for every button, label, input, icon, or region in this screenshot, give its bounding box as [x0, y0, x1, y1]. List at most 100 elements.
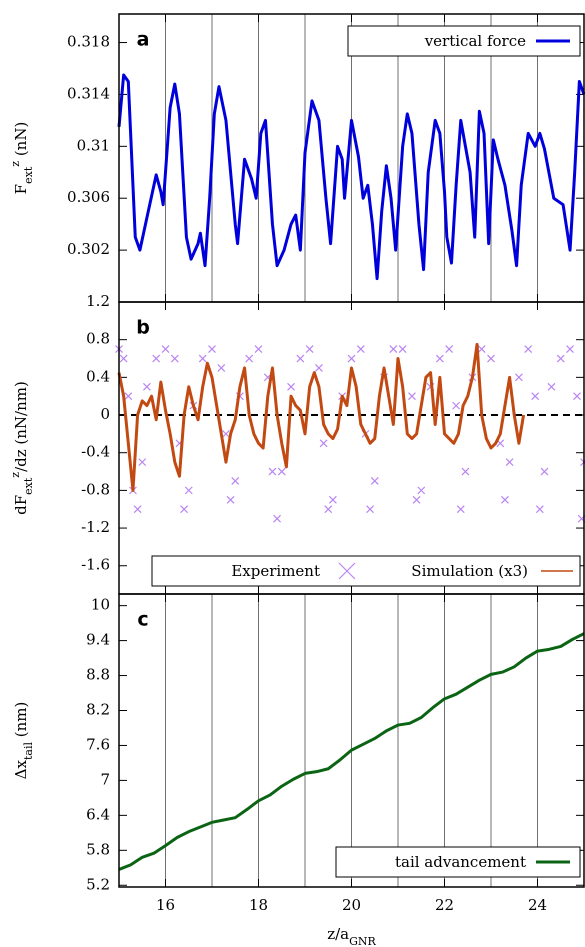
experiment-marker — [477, 345, 486, 354]
experiment-marker — [315, 364, 323, 372]
panel-label: a — [137, 29, 150, 51]
experiment-marker — [138, 458, 147, 467]
experiment-marker — [456, 505, 465, 514]
y-tick-label: 5.8 — [86, 840, 110, 858]
legend-label: Simulation (x3) — [411, 562, 528, 580]
y-tick-label: -0.8 — [81, 480, 110, 498]
experiment-marker — [226, 495, 235, 504]
experiment-marker — [170, 354, 179, 363]
experiment-marker — [324, 505, 333, 514]
experiment-marker — [566, 345, 574, 354]
experiment-marker — [231, 477, 240, 485]
experiment-marker — [452, 401, 461, 410]
experiment-marker — [217, 364, 226, 372]
experiment-marker — [573, 392, 581, 401]
y-tick-label: 10 — [91, 596, 110, 614]
y-axis-label-part: tail — [22, 742, 35, 760]
y-tick-label: 0.8 — [86, 330, 110, 348]
experiment-marker — [142, 382, 151, 391]
y-axis-label: Fextz (nN) — [9, 122, 35, 195]
experiment-marker — [417, 486, 426, 495]
y-tick-label: 0.302 — [67, 240, 110, 258]
legend-label: tail advancement — [395, 853, 526, 871]
experiment-marker — [461, 467, 470, 476]
x-axis-label-part: z/a — [327, 925, 349, 943]
y-axis-label: Δxtail (nm) — [12, 702, 35, 780]
series-line — [118, 632, 585, 871]
experiment-marker — [184, 486, 193, 495]
y-axis-label-part: ext — [22, 477, 35, 495]
y-tick-label: 7.6 — [86, 735, 110, 753]
experiment-marker — [208, 345, 216, 354]
y-axis-label-part: Δx — [12, 760, 30, 780]
experiment-marker — [319, 439, 328, 448]
y-axis-label-part: (nm) — [12, 702, 30, 742]
y-tick-label: 0.318 — [67, 33, 110, 51]
y-axis-label: dFextz/dz (nN/nm) — [9, 381, 35, 515]
y-axis-label-part: ext — [22, 166, 35, 184]
experiment-marker — [296, 354, 305, 363]
y-axis-label-part: z — [9, 161, 22, 167]
experiment-marker — [222, 429, 230, 438]
experiment-marker — [152, 354, 161, 363]
y-tick-label: 0.4 — [86, 367, 110, 385]
experiment-marker — [254, 345, 263, 354]
experiment-marker — [547, 382, 556, 391]
y-tick-label: 0.306 — [67, 188, 110, 206]
x-tick-label: 24 — [528, 896, 547, 914]
y-tick-label: 8.2 — [86, 701, 110, 719]
experiment-marker — [119, 354, 128, 363]
legend-swatch — [338, 562, 356, 580]
y-tick-label: -1.6 — [81, 556, 110, 574]
experiment-marker — [514, 373, 523, 382]
plot-frame — [118, 593, 585, 888]
y-tick-label: 9.4 — [86, 631, 110, 649]
experiment-marker — [435, 354, 444, 363]
x-tick-label: 16 — [156, 896, 175, 914]
experiment-marker — [287, 382, 295, 391]
legend-label: Experiment — [231, 562, 320, 580]
experiment-marker — [124, 392, 133, 401]
experiment-marker — [356, 345, 365, 354]
experiment-marker — [133, 505, 142, 514]
experiment-marker — [398, 345, 407, 354]
experiment-marker — [531, 392, 540, 401]
experiment-marker — [501, 495, 509, 504]
experiment-marker — [524, 345, 533, 354]
x-axis-label: z/aGNR — [327, 925, 376, 947]
experiment-marker — [505, 458, 514, 467]
y-axis-label-part: dF — [12, 495, 30, 515]
experiment-marker — [277, 467, 286, 476]
experiment-marker — [366, 505, 375, 514]
y-axis-label-part: /dz (nN/nm) — [12, 381, 30, 472]
panel-label: b — [136, 317, 150, 339]
experiment-marker — [180, 505, 189, 514]
experiment-marker — [412, 495, 421, 504]
x-tick-label: 22 — [435, 896, 454, 914]
legend-label: vertical force — [424, 32, 526, 50]
experiment-marker — [305, 345, 314, 354]
experiment-marker — [198, 354, 207, 363]
experiment-marker — [268, 467, 277, 476]
experiment-marker — [347, 354, 356, 363]
x-tick-label: 18 — [249, 896, 268, 914]
series-line — [117, 73, 585, 281]
y-tick-label: -0.4 — [81, 443, 110, 461]
y-tick-label: 7 — [100, 770, 110, 788]
series-line — [117, 342, 526, 492]
experiment-marker — [487, 354, 495, 363]
y-tick-label: 0.31 — [77, 136, 110, 154]
y-tick-label: 6.4 — [86, 805, 110, 823]
x-tick-label: 20 — [342, 896, 361, 914]
experiment-marker — [556, 354, 565, 363]
y-tick-label: 5.2 — [86, 875, 110, 893]
plot-frame — [118, 301, 585, 595]
experiment-marker — [273, 514, 282, 523]
y-tick-label: -1.2 — [81, 518, 110, 536]
y-axis-label-part: F — [12, 184, 30, 194]
experiment-marker — [389, 345, 398, 354]
y-tick-label: 0 — [100, 405, 110, 423]
experiment-marker — [370, 477, 379, 485]
y-axis-label-part: z — [9, 472, 22, 478]
